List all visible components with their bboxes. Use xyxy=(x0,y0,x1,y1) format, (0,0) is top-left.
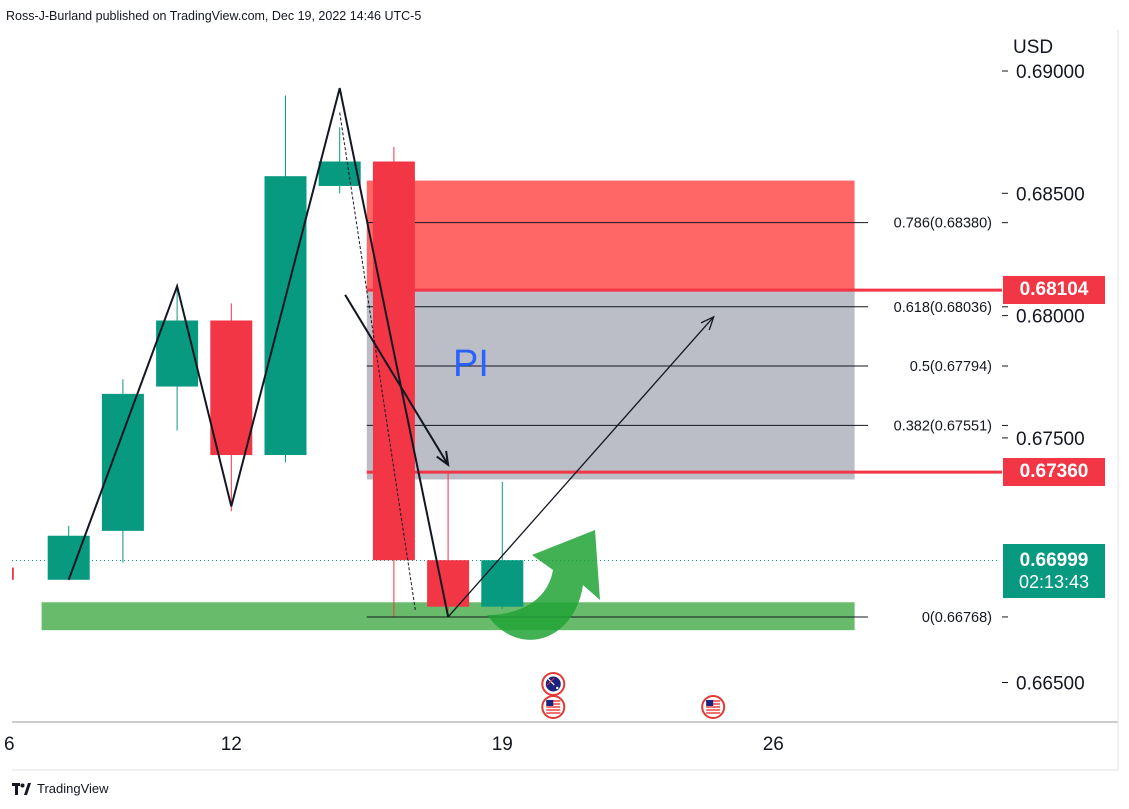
us-flag-icon[interactable] xyxy=(701,695,726,719)
candle[interactable] xyxy=(156,320,199,387)
grey-zone xyxy=(366,290,855,480)
zigzag-pattern xyxy=(67,87,450,617)
price-level-label[interactable]: 0.68104 xyxy=(1003,276,1105,305)
x-tick-label: 26 xyxy=(763,734,784,755)
tradingview-logo-icon xyxy=(12,782,31,795)
pi-annotation: PI xyxy=(453,343,489,385)
flag-canton xyxy=(546,700,554,706)
us-flag-icon[interactable] xyxy=(541,695,566,719)
dashed-line xyxy=(339,112,417,612)
current-price-label-countdown: 02:13:43 xyxy=(1018,571,1090,592)
candle[interactable] xyxy=(481,560,524,607)
y-tick-label: 0.67500 xyxy=(1016,429,1085,450)
down-arrow-head xyxy=(436,450,450,468)
price-level-label-value: 0.68104 xyxy=(1019,279,1089,301)
candle[interactable] xyxy=(318,161,361,186)
up-arrow xyxy=(447,316,715,618)
price-level-label-value: 0.67360 xyxy=(1019,461,1089,483)
y-tick-label: 0.68000 xyxy=(1016,307,1085,328)
green-curved-arrow xyxy=(487,530,600,640)
fib-label: 0.5(0.67794) xyxy=(910,359,992,375)
flag-star xyxy=(556,686,559,690)
flag-cross xyxy=(546,677,555,686)
red-zone xyxy=(366,180,855,291)
x-tick-label: 6 xyxy=(4,734,15,755)
current-price-label[interactable]: 0.66999 02:13:43 xyxy=(1003,544,1105,599)
price-axis[interactable]: 0.69000 0.68500 0.68000 0.67500 0.66500 xyxy=(1002,62,1085,695)
candle[interactable] xyxy=(264,176,307,456)
price-level-label[interactable]: 0.67360 xyxy=(1003,458,1105,487)
candle[interactable] xyxy=(210,320,253,456)
fib-label: 0.786(0.68380) xyxy=(894,216,992,232)
y-tick-label: 0.66500 xyxy=(1016,674,1085,695)
candle[interactable] xyxy=(101,393,144,531)
time-axis[interactable]: 6 12 19 26 xyxy=(4,734,784,755)
au-flag-icon[interactable] xyxy=(541,672,566,696)
fib-label: 0.382(0.67551) xyxy=(894,418,992,434)
candle[interactable] xyxy=(372,161,415,561)
current-price-label-value: 0.66999 xyxy=(1019,549,1089,571)
candle[interactable] xyxy=(427,560,470,607)
y-tick-label: 0.69000 xyxy=(1016,62,1085,83)
plot-area[interactable]: 0.786(0.68380) 0.618(0.68036) 0.5(0.67794)… xyxy=(0,87,1002,719)
brand-label: TradingView xyxy=(37,781,109,796)
candle[interactable] xyxy=(0,567,14,580)
flag-canton xyxy=(706,700,714,706)
attribution-header: Ross-J-Burland published on TradingView.… xyxy=(6,9,422,23)
fib-label: 0.618(0.68036) xyxy=(894,300,992,316)
y-tick-label: 0.68500 xyxy=(1016,184,1085,205)
currency-label: USD xyxy=(1013,37,1053,58)
x-tick-label: 19 xyxy=(492,734,513,755)
down-arrow xyxy=(344,294,449,466)
fib-label: 0(0.66768) xyxy=(922,610,992,626)
x-tick-label: 12 xyxy=(221,734,242,755)
up-arrow-head xyxy=(700,315,715,331)
tradingview-brand[interactable]: TradingView xyxy=(12,781,109,796)
